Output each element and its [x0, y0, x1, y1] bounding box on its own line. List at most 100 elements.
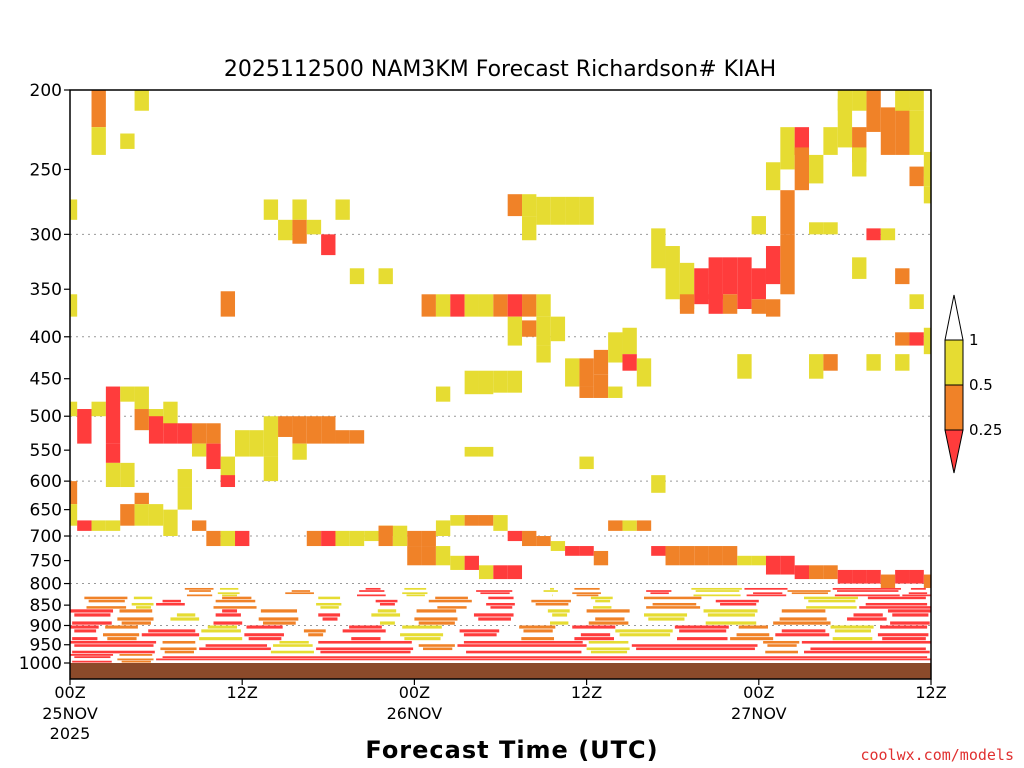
heatmap-cell	[404, 637, 441, 641]
heatmap-cell	[450, 294, 465, 317]
heatmap-cell	[652, 602, 697, 606]
heatmap-cell	[205, 644, 268, 647]
heatmap-cell	[263, 199, 279, 220]
heatmap-cell	[780, 234, 795, 295]
heatmap-cell	[107, 637, 137, 641]
heatmap-cell	[217, 592, 240, 595]
heatmap-cell	[131, 602, 154, 606]
heatmap-cell	[765, 246, 781, 285]
heatmap-cell	[74, 613, 111, 617]
heatmap-cell	[593, 374, 609, 398]
x-tick-label: 00Z	[54, 683, 85, 702]
heatmap-cell	[435, 294, 451, 317]
heatmap-cell	[162, 656, 928, 659]
heatmap-cell	[887, 609, 931, 613]
heatmap-cell	[189, 590, 211, 592]
heatmap-cell	[579, 456, 594, 470]
x-tick-label: 00Z	[399, 683, 430, 702]
heatmap-cell	[679, 294, 695, 314]
heatmap-cell	[810, 647, 926, 651]
heatmap-cell	[418, 621, 455, 625]
heatmap-cell	[215, 613, 241, 617]
heatmap-cell	[590, 650, 628, 654]
heatmap-cell	[579, 196, 594, 225]
heatmap-cell	[260, 609, 298, 613]
heatmap-cell	[493, 294, 508, 317]
heatmap-cell	[70, 653, 114, 656]
heatmap-cell	[162, 599, 181, 603]
heatmap-cell	[318, 613, 341, 617]
heatmap-cell	[908, 592, 928, 595]
heatmap-cell	[70, 640, 157, 644]
heatmap-cell	[636, 520, 652, 531]
heatmap-cell	[593, 606, 612, 609]
heatmap-cell	[428, 599, 472, 603]
heatmap-cell	[105, 462, 121, 488]
heatmap-cell	[804, 596, 858, 600]
heatmap-cell	[648, 617, 685, 621]
heatmap-cell	[156, 658, 932, 661]
y-axis-ticks: 200 250 300 350 400 450 500 550 600 650 700 750 8008…	[19, 81, 70, 674]
heatmap-cell	[258, 617, 299, 621]
heatmap-cell	[134, 409, 149, 431]
x-tick-date: 27NOV	[731, 704, 787, 723]
heatmap-cell	[404, 587, 427, 590]
heatmap-cell	[576, 594, 599, 597]
heatmap-cell	[535, 602, 569, 606]
heatmap-cell	[744, 587, 788, 590]
heatmap-cell	[379, 621, 395, 625]
heatmap-cell	[847, 617, 887, 621]
heatmap-cell	[478, 370, 494, 395]
heatmap-cell	[550, 541, 566, 551]
heatmap-cell	[693, 594, 741, 597]
y-tick-label: 750	[30, 552, 62, 572]
y-tick-label: 700	[30, 527, 62, 547]
heatmap-cell	[823, 127, 838, 155]
heatmap-cell	[521, 637, 555, 641]
heatmap-cell	[608, 332, 623, 363]
heatmap-cell	[694, 268, 709, 305]
heatmap-cell	[892, 613, 929, 617]
heatmap-cell	[407, 530, 422, 547]
y-tick-label: 1000	[19, 654, 62, 674]
heatmap-cell	[651, 546, 666, 556]
heatmap-cell	[823, 222, 838, 235]
colorbar-segment	[944, 339, 964, 386]
heatmap-cell	[191, 520, 207, 531]
heatmap-cell	[552, 613, 568, 617]
heatmap-cell	[463, 640, 583, 644]
heatmap-cell	[751, 216, 766, 235]
x-tick-label: 12Z	[227, 683, 258, 702]
heatmap-cell	[923, 151, 931, 177]
heatmap-cell	[349, 530, 365, 547]
heatmap-cell	[550, 196, 566, 225]
heatmap-cell	[263, 416, 279, 457]
heatmap-cell	[478, 617, 511, 621]
heatmap-cell	[320, 650, 411, 654]
heatmap-cell	[402, 592, 428, 595]
heatmap-cell	[751, 268, 766, 300]
heatmap-cell	[206, 423, 221, 444]
heatmap-cell	[806, 606, 857, 609]
heatmap-cell	[753, 592, 783, 595]
heatmap-cell	[705, 621, 757, 625]
x-tick-year: 2025	[50, 724, 91, 743]
heatmap-cell	[222, 594, 238, 597]
heatmap-cell	[853, 613, 883, 617]
heatmap-cell	[595, 617, 625, 621]
heatmap-cell	[136, 606, 151, 609]
heatmap-cell	[550, 316, 566, 342]
heatmap-cell	[691, 587, 742, 590]
heatmap-cell	[306, 219, 322, 235]
heatmap-cell	[160, 647, 197, 651]
heatmap-cell	[91, 520, 106, 531]
heatmap-cell	[579, 386, 594, 398]
heatmap-cell	[244, 633, 284, 637]
heatmap-cell	[291, 590, 311, 592]
heatmap-cell	[72, 660, 112, 663]
heatmap-cell	[378, 268, 393, 285]
heatmap-cell	[191, 443, 207, 457]
heatmap-cell	[273, 644, 313, 647]
heatmap-cell	[450, 515, 465, 526]
heatmap-cell	[780, 190, 795, 235]
